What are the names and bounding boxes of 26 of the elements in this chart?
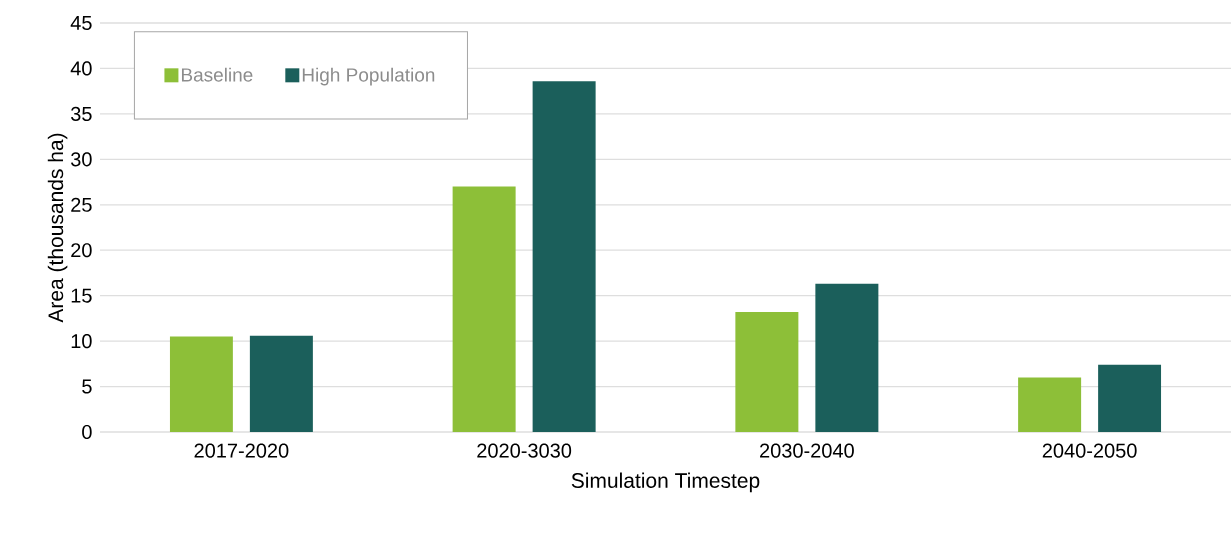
- y-tick-label: 20: [71, 243, 92, 258]
- legend-label: Baseline: [181, 67, 253, 82]
- bar: [532, 81, 596, 432]
- bar: [1098, 364, 1162, 432]
- y-axis-title: Area (thousands ha): [47, 133, 68, 323]
- bar: [1018, 377, 1082, 432]
- y-tick-label: 0: [82, 424, 92, 440]
- x-tick-label: 2017-2020: [194, 443, 289, 458]
- y-tick-label: 10: [71, 334, 92, 349]
- bar: [815, 283, 879, 432]
- bar: [735, 312, 799, 432]
- x-tick-label: 2020-3030: [477, 443, 572, 458]
- bar: [452, 186, 516, 432]
- y-tick-label: 30: [70, 152, 92, 167]
- x-tick-label: 2040-2050: [1042, 443, 1137, 458]
- bar: [169, 336, 233, 432]
- y-tick-label: 25: [71, 197, 92, 212]
- y-tick-label: 45: [70, 16, 92, 30]
- bar: [249, 335, 313, 432]
- x-axis-title: Simulation Timestep: [571, 472, 760, 493]
- legend-label: High Population: [302, 67, 435, 86]
- y-tick-label: 35: [70, 106, 92, 121]
- y-tick-label: 40: [70, 61, 92, 76]
- y-tick-label: 5: [82, 379, 92, 394]
- y-tick-label: 15: [71, 288, 92, 303]
- x-tick-label: 2030-2040: [760, 443, 854, 458]
